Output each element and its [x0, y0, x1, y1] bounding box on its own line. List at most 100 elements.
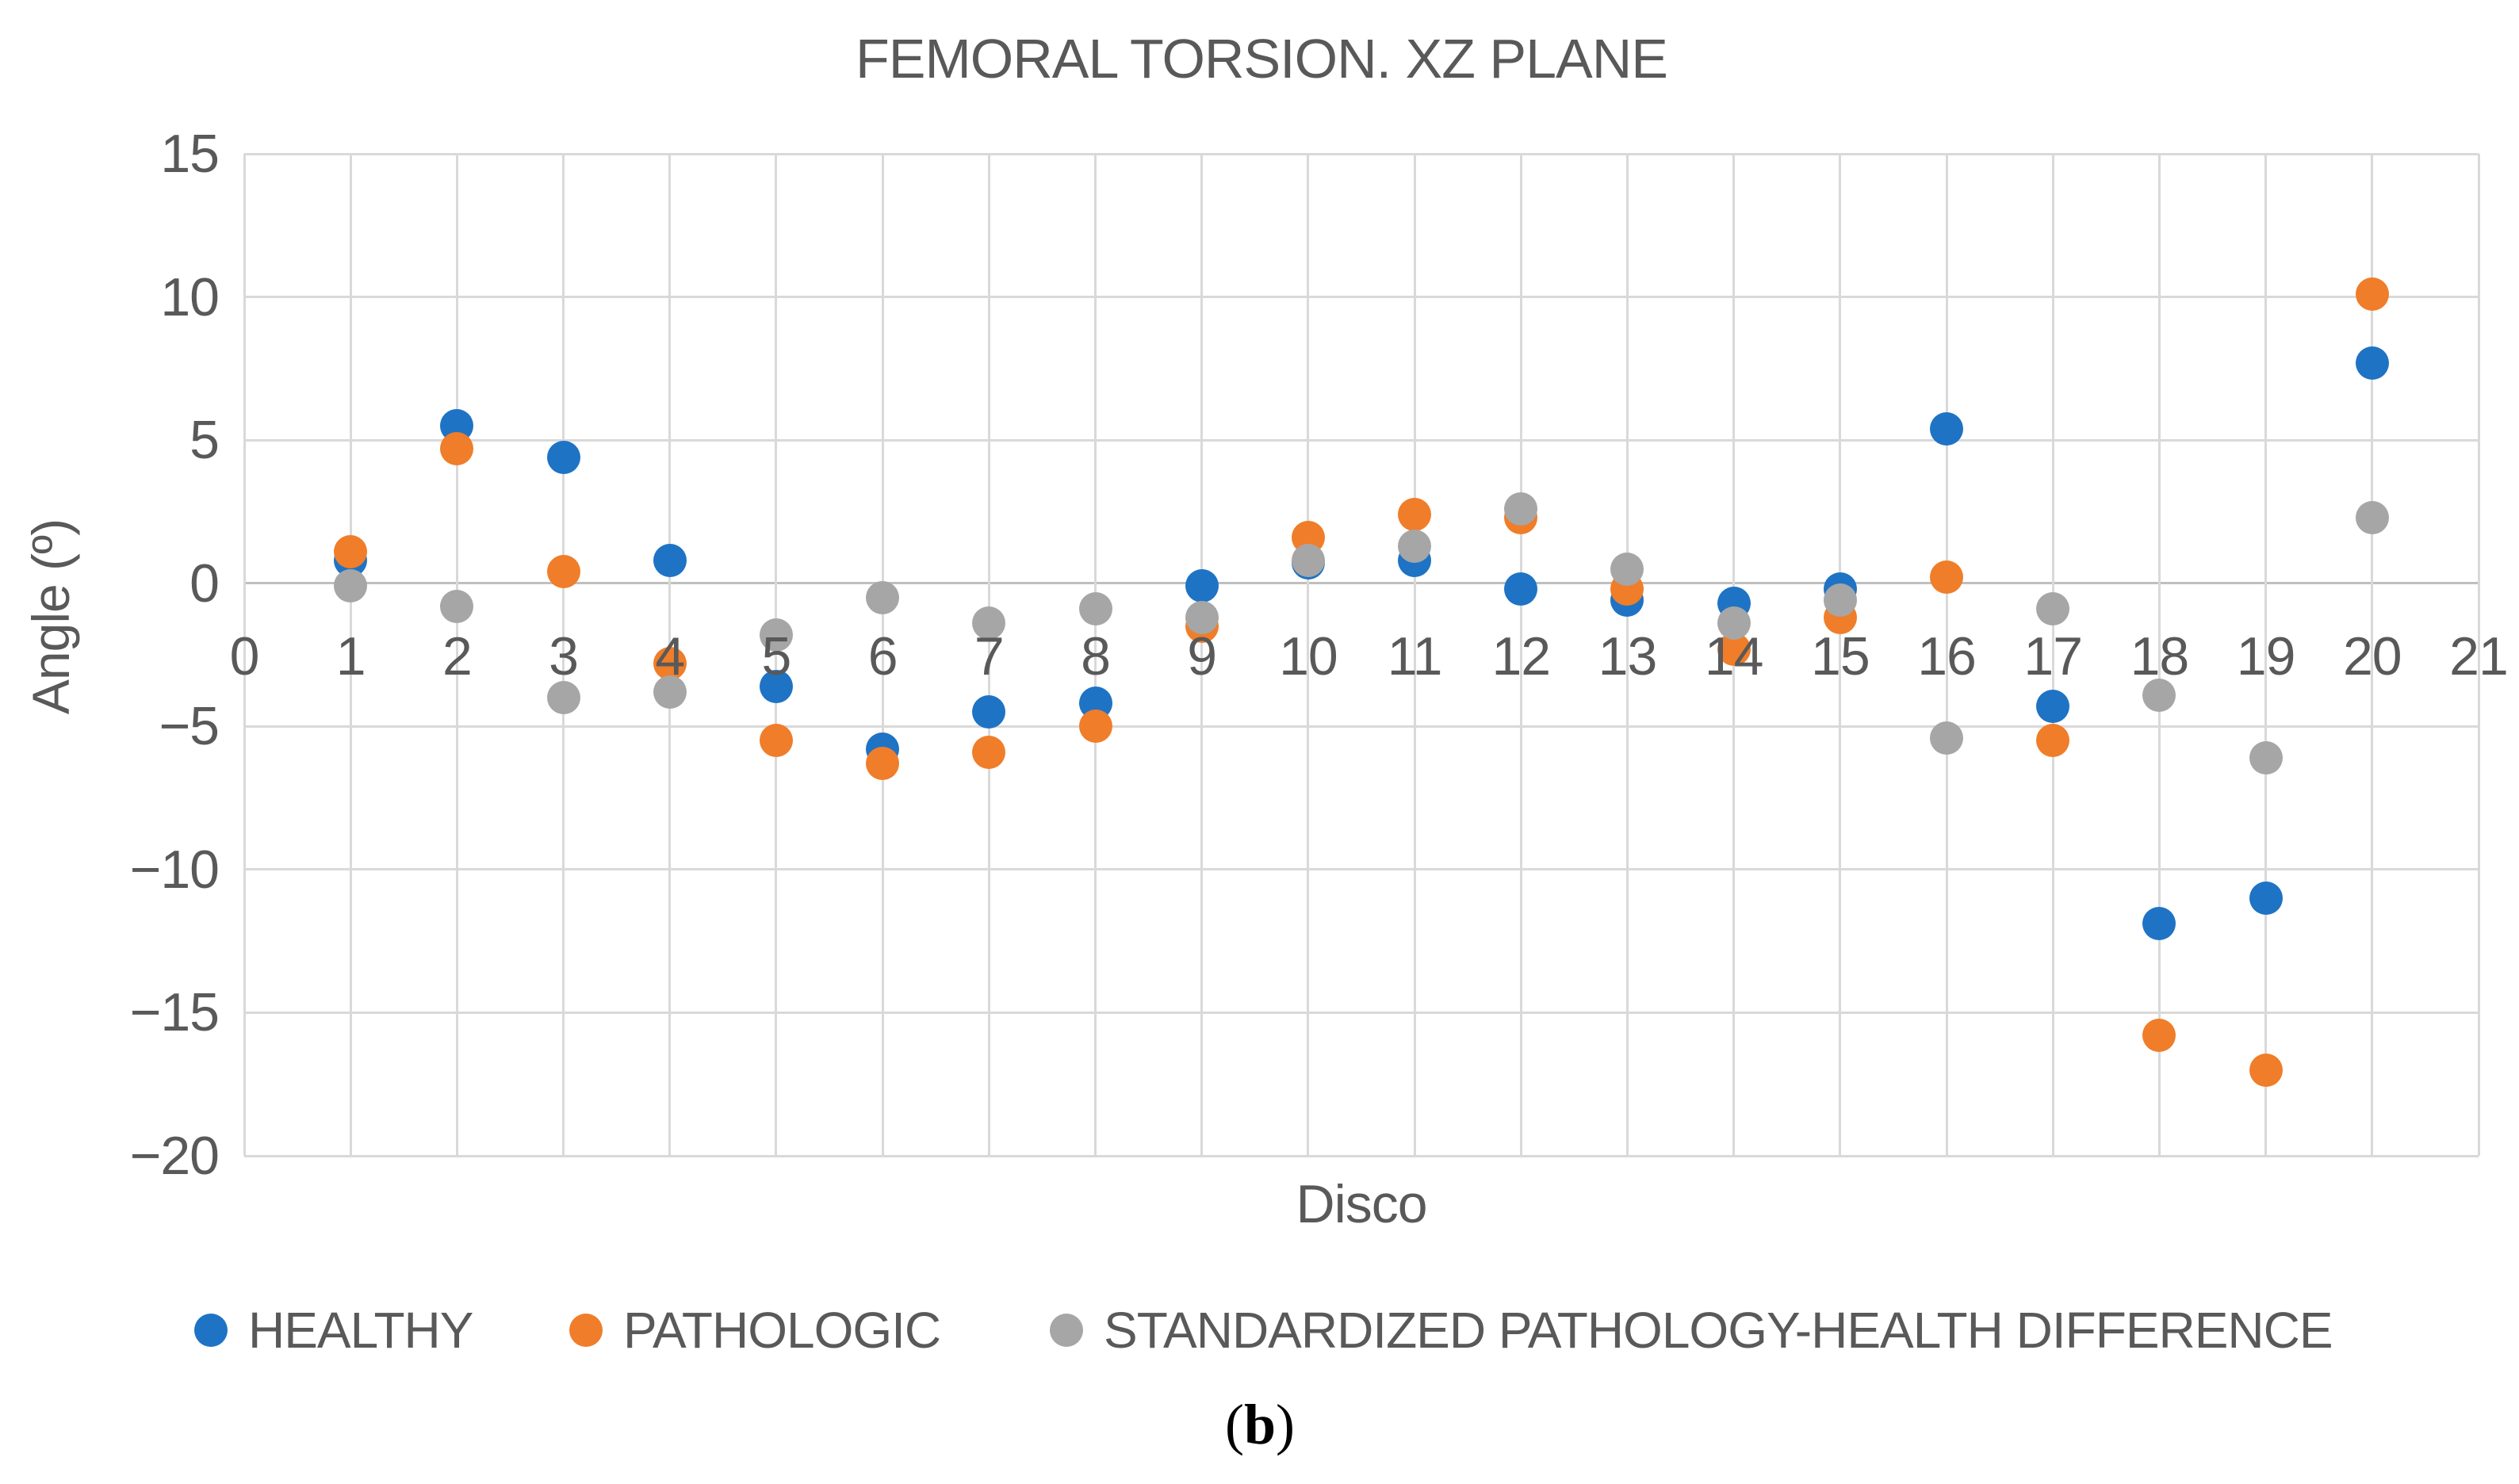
v-gridline	[2477, 154, 2480, 1156]
x-tick-label: 16	[1917, 625, 1977, 687]
x-tick-label: 3	[549, 625, 579, 687]
h-gridline	[244, 296, 2479, 299]
data-point-pathologic	[2249, 1053, 2283, 1087]
y-tick-label: 10	[160, 266, 220, 327]
x-axis-title: Disco	[1296, 1174, 1427, 1234]
data-point-standardized	[1291, 543, 1325, 577]
data-point-pathologic	[653, 646, 687, 680]
v-gridline	[2157, 154, 2161, 1156]
data-point-standardized	[1185, 601, 1219, 635]
x-tick-label: 11	[1387, 625, 1443, 687]
data-point-standardized	[2249, 741, 2283, 775]
v-gridline	[1945, 154, 1948, 1156]
v-gridline	[349, 154, 352, 1156]
data-point-standardized	[1504, 491, 1538, 526]
data-point-healthy	[2249, 881, 2283, 915]
data-point-healthy	[653, 543, 687, 577]
x-tick-label: 18	[2130, 625, 2190, 687]
healthy-marker-icon	[194, 1314, 228, 1347]
x-tick-label: 2	[442, 625, 473, 687]
v-gridline	[881, 154, 884, 1156]
x-tick-label: 19	[2236, 625, 2296, 687]
data-point-standardized	[1823, 583, 1857, 618]
v-gridline	[1839, 154, 1842, 1156]
y-tick-label: −15	[129, 982, 220, 1043]
v-gridline	[775, 154, 778, 1156]
data-point-standardized	[2036, 592, 2070, 626]
v-gridline	[455, 154, 458, 1156]
x-tick-label: 4	[655, 625, 685, 687]
v-gridline	[2051, 154, 2054, 1156]
x-tick-label: 10	[1279, 625, 1338, 687]
x-tick-label: 13	[1598, 625, 1658, 687]
x-tick-label: 21	[2449, 625, 2509, 687]
x-tick-label: 15	[1811, 625, 1870, 687]
data-point-pathologic	[866, 747, 900, 781]
h-gridline	[244, 868, 2479, 871]
difference-marker-icon	[1050, 1314, 1083, 1347]
y-tick-label: −10	[129, 839, 220, 900]
x-tick-label: 8	[1081, 625, 1111, 687]
data-point-pathologic	[759, 724, 793, 758]
x-tick-label: 20	[2342, 625, 2402, 687]
y-axis-title: Angle (º)	[21, 518, 80, 715]
legend-item-pathologic: PATHOLOGIC	[569, 1298, 941, 1362]
data-point-healthy	[1185, 569, 1219, 603]
x-tick-label: 5	[761, 625, 792, 687]
data-point-pathologic	[440, 431, 474, 465]
data-point-standardized	[2355, 500, 2389, 534]
data-point-healthy	[1504, 572, 1538, 606]
data-point-healthy	[546, 440, 580, 474]
x-tick-label: 1	[335, 625, 366, 687]
pathologic-marker-icon	[569, 1314, 603, 1347]
legend-label-healthy: HEALTHY	[248, 1302, 473, 1359]
data-point-healthy	[2355, 346, 2389, 380]
zero-gridline	[244, 582, 2479, 585]
data-point-pathologic	[2355, 277, 2389, 311]
data-point-pathologic	[972, 735, 1006, 769]
data-point-healthy	[759, 669, 793, 703]
h-gridline	[244, 725, 2479, 728]
data-point-standardized	[759, 618, 793, 652]
data-point-pathologic	[334, 534, 368, 568]
subfigure-caption: (b)	[1224, 1393, 1296, 1456]
data-point-standardized	[334, 569, 368, 603]
x-tick-label: 17	[2023, 625, 2083, 687]
legend-label-difference: STANDARDIZED PATHOLOGY-HEALTH DIFFERENCE	[1104, 1302, 2333, 1359]
v-gridline	[2264, 154, 2268, 1156]
data-point-standardized	[866, 580, 900, 614]
v-gridline	[2371, 154, 2374, 1156]
data-point-healthy	[972, 695, 1006, 729]
data-point-pathologic	[1398, 498, 1432, 532]
data-point-pathologic	[546, 555, 580, 589]
y-tick-label: 0	[189, 553, 220, 614]
data-point-standardized	[1398, 529, 1432, 563]
v-gridline	[243, 154, 246, 1156]
x-tick-label: 12	[1491, 625, 1551, 687]
x-tick-label: 0	[229, 625, 260, 687]
x-tick-label: 9	[1187, 625, 1217, 687]
data-point-standardized	[546, 681, 580, 715]
plot-area	[243, 152, 2480, 1157]
v-gridline	[1094, 154, 1097, 1156]
data-point-pathologic	[2142, 1019, 2176, 1053]
v-gridline	[1200, 154, 1204, 1156]
data-point-standardized	[1717, 606, 1751, 641]
v-gridline	[1307, 154, 1310, 1156]
data-point-standardized	[1610, 552, 1644, 586]
data-point-standardized	[440, 589, 474, 623]
legend: HEALTHY PATHOLOGIC STANDARDIZED PATHOLOG…	[0, 1298, 2519, 1362]
x-tick-label: 7	[974, 625, 1005, 687]
y-tick-label: 5	[189, 410, 220, 471]
data-point-standardized	[2142, 678, 2176, 712]
x-tick-label: 14	[1704, 625, 1764, 687]
legend-label-pathologic: PATHOLOGIC	[623, 1302, 941, 1359]
v-gridline	[1625, 154, 1629, 1156]
h-gridline	[244, 438, 2479, 442]
h-gridline	[244, 1011, 2479, 1014]
data-point-healthy	[1930, 411, 1964, 446]
v-gridline	[562, 154, 565, 1156]
data-point-standardized	[653, 675, 687, 709]
y-tick-label: −5	[159, 696, 220, 757]
